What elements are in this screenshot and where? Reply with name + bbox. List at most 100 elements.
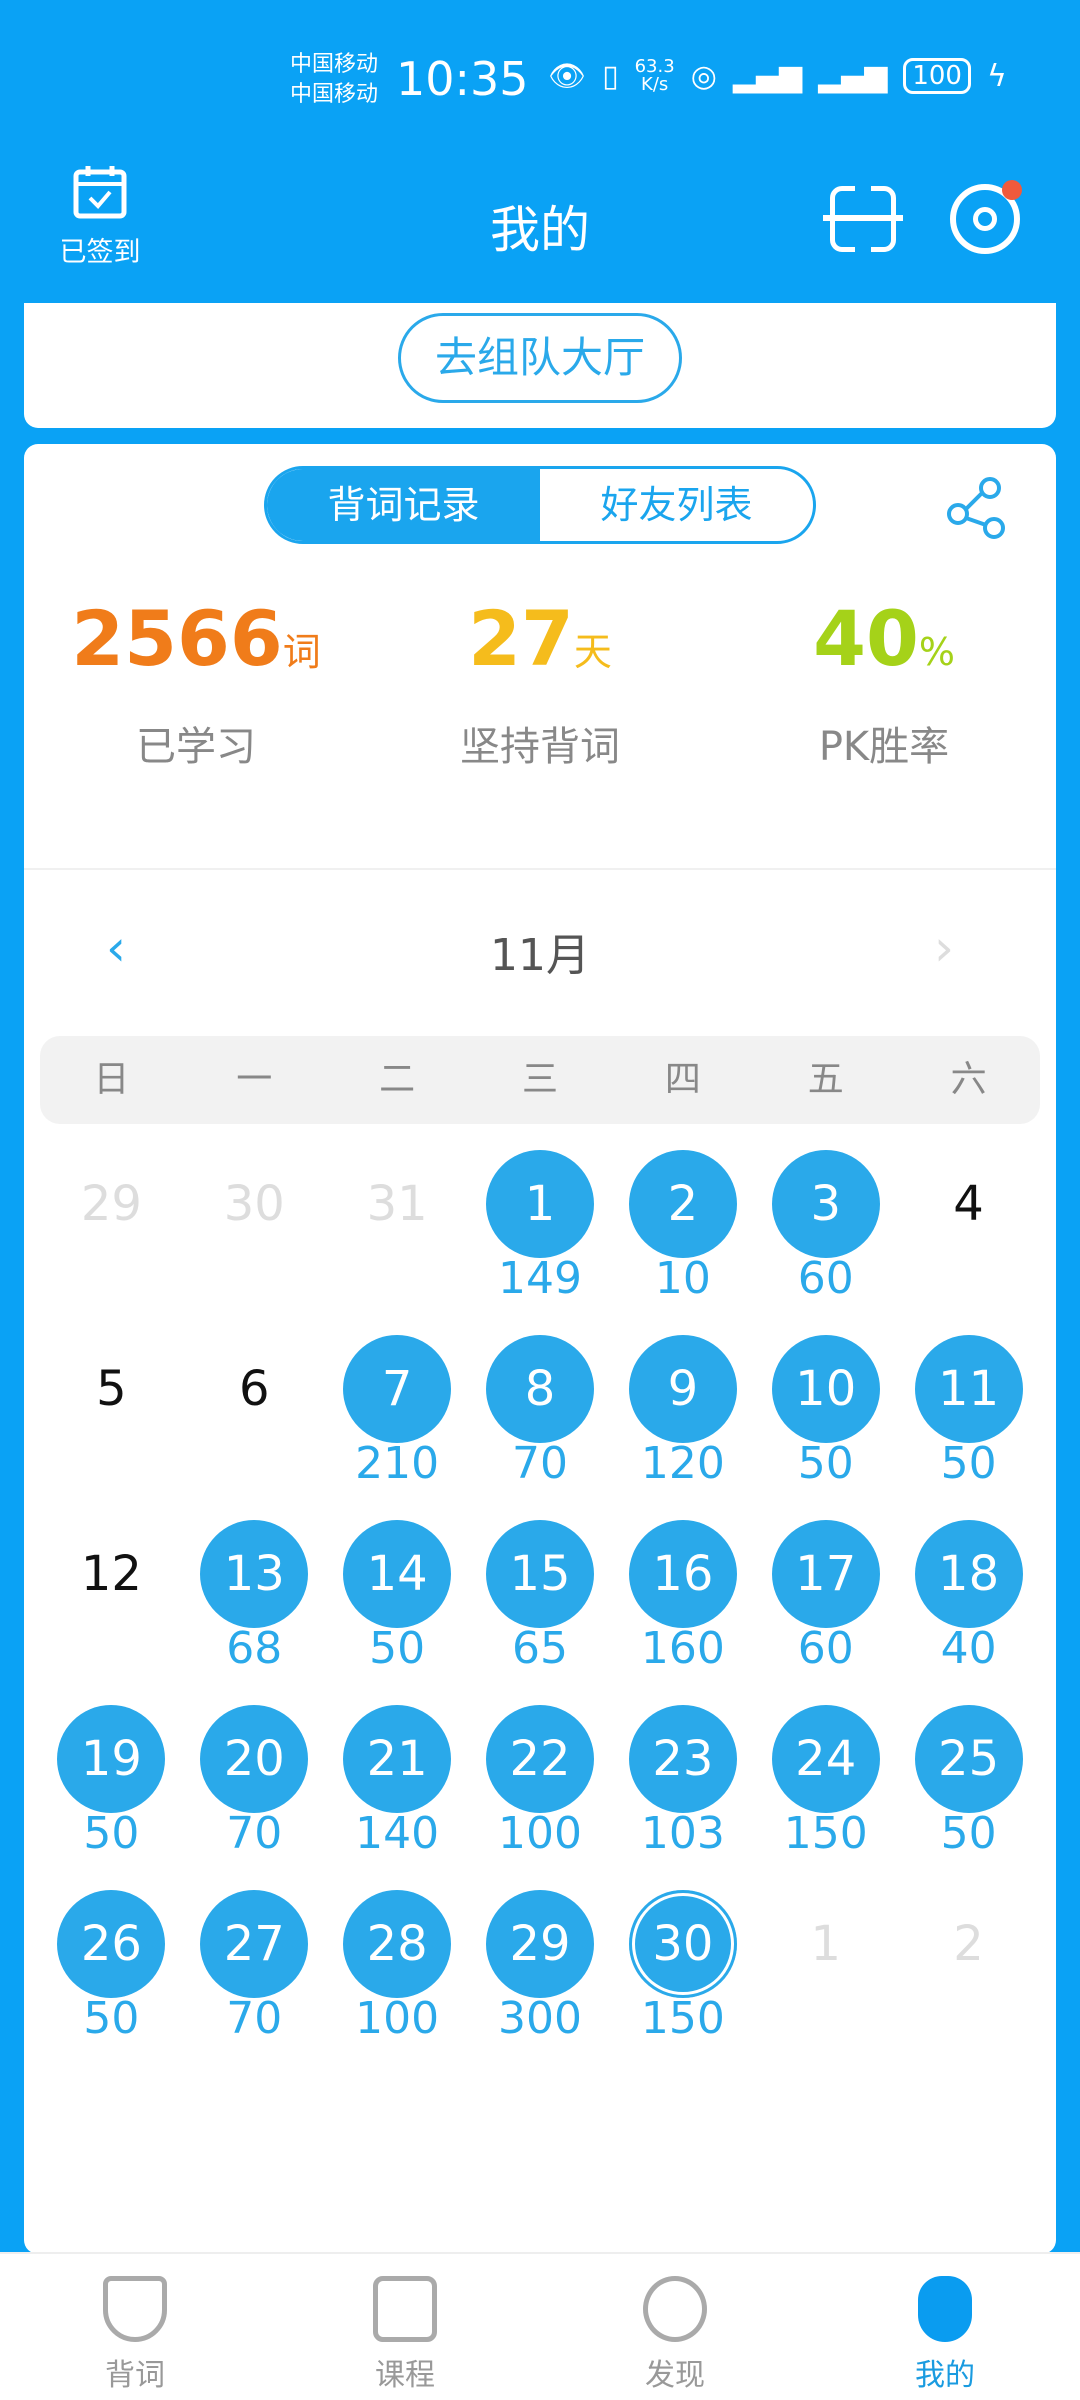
weekday-label: 二 xyxy=(379,1059,416,1100)
stats: 2566词 已学习 27天 坚持背词 40% PK胜率 xyxy=(24,594,1056,772)
nav-discover[interactable]: 发现 xyxy=(540,2254,810,2400)
calendar-day[interactable]: 6 xyxy=(183,1335,326,1520)
calendar-day[interactable]: 31 xyxy=(326,1150,469,1335)
day-word-count: 120 xyxy=(640,1438,725,1489)
calendar-day[interactable]: 30 150 xyxy=(611,1890,754,2075)
team-hall-button[interactable]: 去组队大厅 xyxy=(398,313,682,403)
calendar-day[interactable]: 8 70 xyxy=(469,1335,612,1520)
calendar-day[interactable]: 15 65 xyxy=(469,1520,612,1705)
calendar-day[interactable]: 18 40 xyxy=(897,1520,1040,1705)
nav-words[interactable]: 背词 xyxy=(0,2254,270,2400)
next-month-icon[interactable]: › xyxy=(934,919,954,977)
calendar-day[interactable]: 21 140 xyxy=(326,1705,469,1890)
calendar-day[interactable]: 22 100 xyxy=(469,1705,612,1890)
calendar-day[interactable]: 26 50 xyxy=(40,1890,183,2075)
pk-unit: % xyxy=(918,630,955,674)
calendar-day[interactable]: 7 210 xyxy=(326,1335,469,1520)
checkin-label: 已签到 xyxy=(59,237,141,268)
day-number: 7 xyxy=(343,1335,452,1443)
vibrate-icon: ▯ xyxy=(602,58,619,94)
network-speed: 63.3 K/s xyxy=(635,58,675,94)
calendar-week: 29 30 31 1 149 2 10 3 60 4 xyxy=(40,1150,1040,1335)
calendar-day[interactable]: 1 149 xyxy=(469,1150,612,1335)
day-word-count: 60 xyxy=(797,1623,854,1674)
day-word-count: 70 xyxy=(512,1438,568,1489)
status-icons: 👁 ▯ 63.3 K/s ◎ ▂▄▆ ▂▄▆ 100 ϟ xyxy=(548,58,1007,94)
day-number: 1 xyxy=(486,1150,594,1258)
calendar-day[interactable]: 9 120 xyxy=(611,1335,754,1520)
page-title: 我的 xyxy=(490,201,590,259)
battery-icon: 100 xyxy=(903,58,971,94)
calendar-day[interactable]: 27 70 xyxy=(183,1890,326,2075)
day-number: 15 xyxy=(486,1520,594,1628)
calendar-day[interactable]: 14 50 xyxy=(326,1520,469,1705)
calendar-day[interactable]: 11 50 xyxy=(897,1335,1040,1520)
calendar-day[interactable]: 29 xyxy=(40,1150,183,1335)
calendar-day[interactable]: 3 60 xyxy=(754,1150,897,1335)
nav-discover-label: 发现 xyxy=(645,2358,705,2393)
day-number: 29 xyxy=(80,1176,142,1232)
header: 已签到 我的 xyxy=(0,150,1080,290)
calendar-day[interactable]: 2 10 xyxy=(611,1150,754,1335)
day-number: 4 xyxy=(953,1176,984,1232)
calendar-day[interactable]: 2 xyxy=(897,1890,1040,2075)
nav-mine[interactable]: 我的 xyxy=(810,2254,1080,2400)
day-number: 13 xyxy=(200,1520,309,1628)
calendar-day[interactable]: 4 xyxy=(897,1150,1040,1335)
learned-label: 已学习 xyxy=(136,724,256,770)
checkin-button[interactable]: 已签到 xyxy=(50,164,150,269)
day-number: 30 xyxy=(223,1176,285,1232)
nav-courses[interactable]: 课程 xyxy=(270,2254,540,2400)
calendar-day[interactable]: 13 68 xyxy=(183,1520,326,1705)
pk-label: PK胜率 xyxy=(818,724,950,770)
tab-word-record[interactable]: 背词记录 xyxy=(267,469,540,541)
day-number: 18 xyxy=(914,1520,1023,1628)
calendar-day[interactable]: 20 70 xyxy=(183,1705,326,1890)
tab-switch: 背词记录 好友列表 xyxy=(264,466,816,544)
day-word-count: 60 xyxy=(797,1253,854,1304)
calendar-week: 5 6 7 210 8 70 9 120 10 50 11 50 xyxy=(40,1335,1040,1520)
streak-value: 27 xyxy=(468,594,574,683)
share-icon[interactable] xyxy=(944,474,1010,540)
calendar-day[interactable]: 29 300 xyxy=(469,1890,612,2075)
calendar-day[interactable]: 23 103 xyxy=(611,1705,754,1890)
carrier-1: 中国移动 xyxy=(290,52,379,77)
hotspot-icon: ◎ xyxy=(690,58,717,94)
bottom-nav: 背词 课程 发现 我的 xyxy=(0,2252,1080,2400)
day-number: 27 xyxy=(200,1890,309,1998)
day-number: 19 xyxy=(57,1705,166,1813)
tab-friend-list[interactable]: 好友列表 xyxy=(600,483,753,527)
calendar-day[interactable]: 17 60 xyxy=(754,1520,897,1705)
charging-icon: ϟ xyxy=(986,58,1007,94)
calendar-day[interactable]: 5 xyxy=(40,1335,183,1520)
weekday-header: 日一二三四五六 xyxy=(40,1036,1040,1124)
calendar-day[interactable]: 12 xyxy=(40,1520,183,1705)
signal-5g-icon: ▂▄▆ xyxy=(732,58,803,94)
weekday-label: 六 xyxy=(950,1059,987,1100)
carrier-info: 中国移动 中国移动 xyxy=(290,50,378,110)
day-number: 20 xyxy=(200,1705,309,1813)
calendar-day[interactable]: 19 50 xyxy=(40,1705,183,1890)
calendar-day[interactable]: 25 50 xyxy=(897,1705,1040,1890)
day-word-count: 150 xyxy=(783,1808,868,1859)
stat-streak: 27天 坚持背词 xyxy=(368,594,712,772)
words-icon xyxy=(103,2276,167,2342)
day-word-count: 68 xyxy=(226,1623,283,1674)
course-icon xyxy=(373,2276,437,2342)
day-number: 12 xyxy=(80,1546,142,1602)
speed-unit: K/s xyxy=(641,74,669,95)
settings-icon[interactable] xyxy=(950,184,1020,254)
nav-mine-label: 我的 xyxy=(915,2358,975,2393)
calendar-day[interactable]: 16 160 xyxy=(611,1520,754,1705)
day-word-count: 100 xyxy=(498,1808,582,1859)
prev-month-icon[interactable]: ‹ xyxy=(106,919,126,977)
weekday-label: 日 xyxy=(93,1059,130,1100)
calendar-day[interactable]: 28 100 xyxy=(326,1890,469,2075)
stat-learned: 2566词 已学习 xyxy=(24,594,368,772)
calendar-day[interactable]: 10 50 xyxy=(754,1335,897,1520)
calendar-day[interactable]: 30 xyxy=(183,1150,326,1335)
day-word-count: 50 xyxy=(940,1808,997,1859)
scan-icon[interactable] xyxy=(823,185,903,253)
calendar-day[interactable]: 24 150 xyxy=(754,1705,897,1890)
calendar-day[interactable]: 1 xyxy=(754,1890,897,2075)
